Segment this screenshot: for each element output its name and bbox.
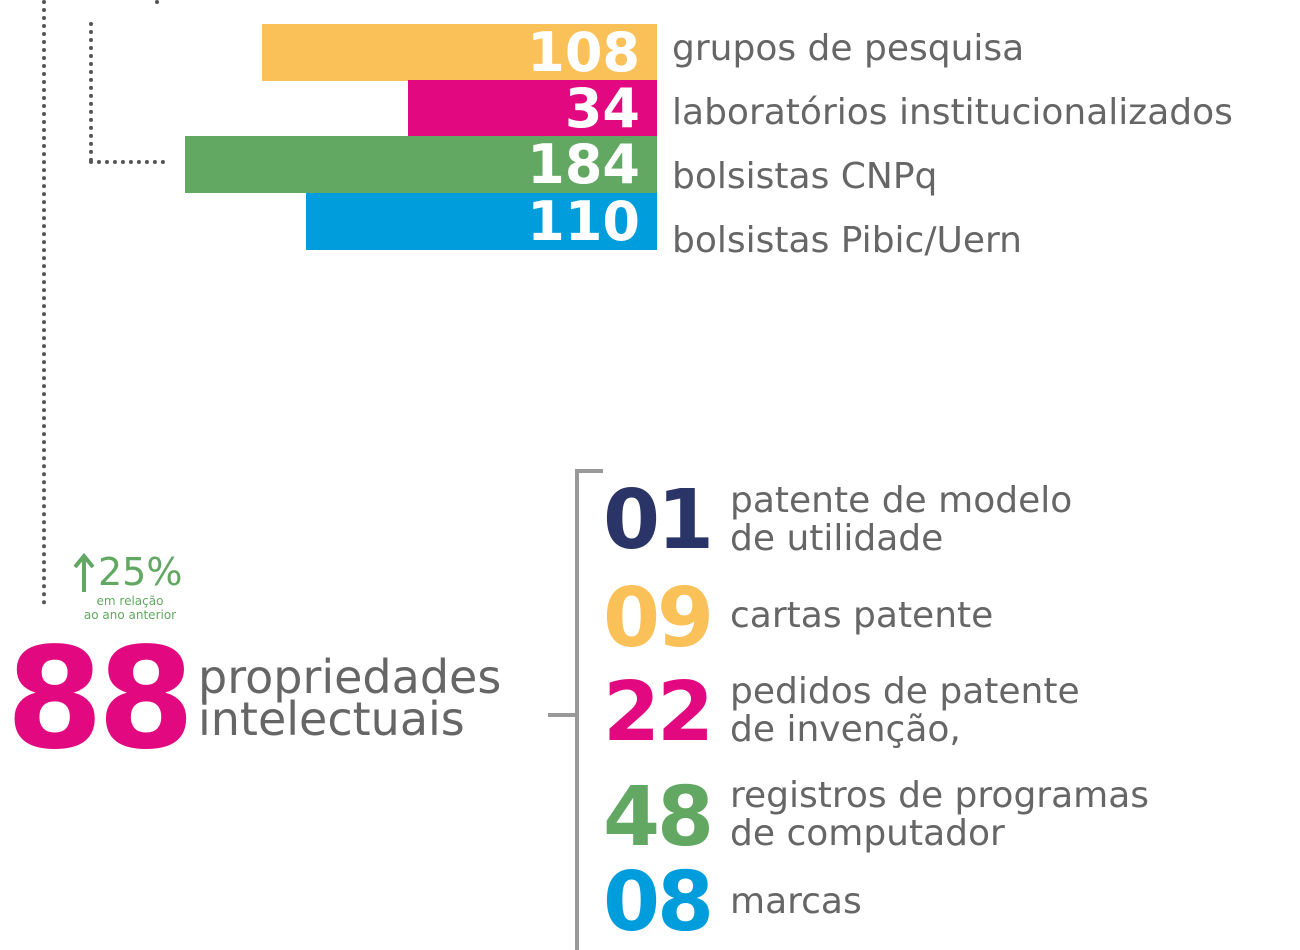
- item-line: registros de programas: [730, 775, 1150, 816]
- bar-shape: [185, 136, 657, 193]
- bar-shape: [306, 193, 657, 250]
- bar-shape: [262, 24, 657, 81]
- note-line: ao ano anterior: [83, 608, 177, 622]
- item-value: 08: [603, 855, 714, 950]
- bar-label: grupos de pesquisa: [672, 28, 1025, 69]
- item-line: marcas: [730, 881, 862, 922]
- label-line: propriedades: [198, 650, 502, 704]
- growth-value: 25%: [98, 550, 183, 594]
- item-text: cartas patente: [730, 597, 993, 635]
- bar-value: 34: [564, 77, 640, 140]
- bar-value: 184: [527, 133, 640, 196]
- item-line: pedidos de patente: [730, 671, 1080, 712]
- item-value: 09: [603, 571, 714, 666]
- item-line: de utilidade: [730, 518, 944, 559]
- item-value: 48: [603, 770, 714, 865]
- up-arrow: [73, 552, 95, 592]
- bar-value: 110: [527, 190, 640, 253]
- total-label: propriedades intelectuais: [198, 650, 502, 746]
- item-value: 22: [603, 665, 714, 760]
- bar-label: bolsistas Pibic/Uern: [672, 220, 1022, 261]
- note-line: em relação: [96, 594, 164, 608]
- item-text: pedidos de patente de invenção,: [730, 673, 1080, 749]
- bracket: [548, 469, 603, 950]
- dotted-connector: [89, 22, 93, 162]
- item-value: 01: [603, 473, 714, 568]
- item-line: patente de modelo: [730, 480, 1073, 521]
- bar-label: bolsistas CNPq: [672, 156, 938, 197]
- dotted-connector: [42, 0, 46, 605]
- label-line: intelectuais: [198, 692, 465, 746]
- item-line: de computador: [730, 813, 1005, 854]
- bar-shape: [408, 80, 657, 137]
- bar-value: 108: [527, 21, 640, 84]
- item-line: cartas patente: [730, 595, 994, 636]
- total-value: 88: [6, 618, 195, 781]
- item-text: registros de programas de computador: [730, 777, 1149, 853]
- growth-note: em relação ao ano anterior: [60, 594, 200, 622]
- item-text: patente de modelo de utilidade: [730, 482, 1072, 558]
- dotted-connector: [89, 160, 165, 164]
- bar-label: laboratórios institucionalizados: [672, 92, 1233, 133]
- item-text: marcas: [730, 883, 862, 921]
- dotted-connector: [155, 0, 159, 6]
- item-line: de invenção,: [730, 709, 961, 750]
